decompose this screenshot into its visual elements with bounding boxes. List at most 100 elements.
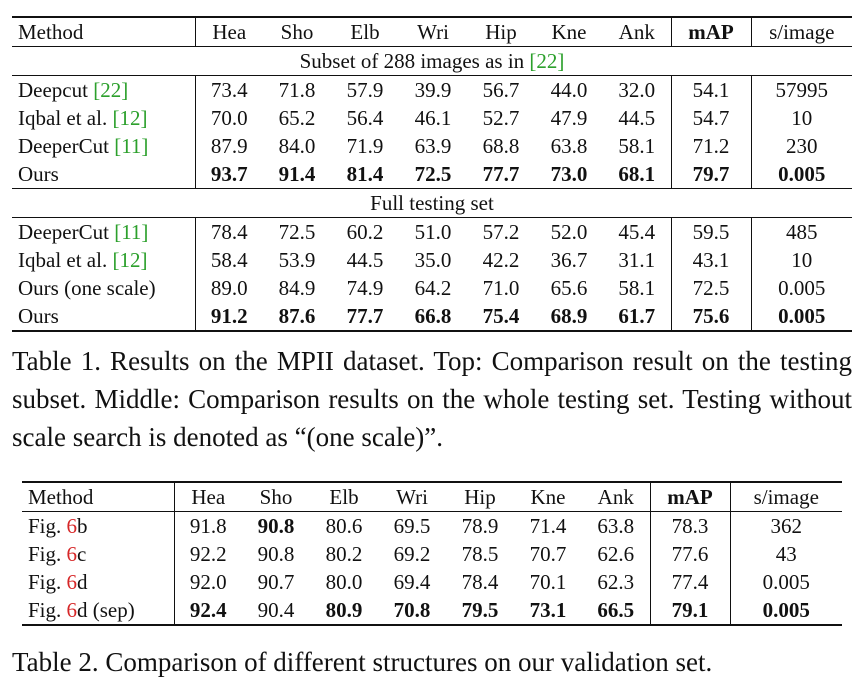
value-cell: 36.7 bbox=[550, 248, 588, 272]
figure-link[interactable]: 6 bbox=[66, 598, 78, 622]
value-cell: 56.7 bbox=[482, 78, 520, 102]
method-name: Iqbal et al. bbox=[18, 106, 108, 130]
value-cell: 54.7 bbox=[671, 104, 752, 132]
figure-link[interactable]: 6 bbox=[66, 570, 78, 594]
table-row: Iqbal et al. [12] 70.0 65.2 56.4 46.1 52.7 47.… bbox=[12, 104, 852, 132]
value-cell: 230 bbox=[786, 134, 818, 158]
value-cell: 77.6 bbox=[650, 540, 731, 568]
value-cell: 72.5 bbox=[671, 274, 752, 302]
value-cell: 93.7 bbox=[210, 162, 248, 186]
value-cell: 91.8 bbox=[189, 514, 227, 538]
value-cell: 52.7 bbox=[482, 106, 520, 130]
value-cell: 58.1 bbox=[603, 274, 672, 302]
value-cell: 10 bbox=[791, 106, 813, 130]
section-title-text: Subset of 288 images as in bbox=[299, 49, 525, 73]
results-table-mpii: Method Hea Sho Elb Wri Hip Kne Ank mAP s… bbox=[12, 16, 852, 332]
value-cell: 75.4 bbox=[482, 304, 520, 328]
value-cell: 84.0 bbox=[278, 134, 316, 158]
value-cell: 59.5 bbox=[671, 217, 752, 246]
citation-link[interactable]: [11] bbox=[114, 220, 149, 244]
value-cell: 80.9 bbox=[325, 598, 363, 622]
table-row: Fig. 6b 91.8 90.8 80.6 69.5 78.9 71.4 63.8 78.3 3… bbox=[22, 511, 842, 540]
value-cell: 78.5 bbox=[461, 542, 499, 566]
value-cell: 61.7 bbox=[603, 302, 672, 331]
value-cell: 90.4 bbox=[257, 598, 295, 622]
table-row: DeeperCut [11] 78.4 72.5 60.2 51.0 57.2 52.0 45… bbox=[12, 217, 852, 246]
value-cell: 73.1 bbox=[529, 598, 567, 622]
method-name: Ours bbox=[18, 162, 59, 186]
value-cell: 71.8 bbox=[278, 78, 316, 102]
header-sho: Sho bbox=[259, 485, 293, 509]
fig-prefix: Fig. bbox=[28, 514, 67, 538]
table-row: Fig. 6d 92.0 90.7 80.0 69.4 78.4 70.1 62.3 77.4 0… bbox=[22, 568, 842, 596]
method-name: DeeperCut bbox=[18, 134, 109, 158]
header-wri: Wri bbox=[396, 485, 428, 509]
value-cell: 77.7 bbox=[482, 162, 520, 186]
value-cell: 81.4 bbox=[346, 162, 384, 186]
citation-link[interactable]: [12] bbox=[112, 248, 148, 272]
figure-link[interactable]: 6 bbox=[66, 514, 78, 538]
value-cell: 79.5 bbox=[461, 598, 499, 622]
table-header-row: Method Hea Sho Elb Wri Hip Kne Ank mAP s… bbox=[22, 482, 842, 512]
value-cell: 0.005 bbox=[778, 162, 826, 186]
table-header-row: Method Hea Sho Elb Wri Hip Kne Ank mAP s… bbox=[12, 17, 852, 47]
value-cell: 90.8 bbox=[257, 542, 295, 566]
value-cell: 0.005 bbox=[762, 598, 810, 622]
section-title-full: Full testing set bbox=[12, 188, 852, 218]
table2-caption: Table 2. Comparison of different structu… bbox=[12, 647, 713, 677]
header-map: mAP bbox=[671, 17, 752, 47]
value-cell: 69.2 bbox=[393, 542, 431, 566]
value-cell: 44.0 bbox=[550, 78, 588, 102]
value-cell: 44.5 bbox=[603, 104, 672, 132]
section-subset-rows: Deepcut [22] 73.4 71.8 57.9 39.9 56.7 44.0 32.0… bbox=[12, 75, 852, 189]
table-row: Deepcut [22] 73.4 71.8 57.9 39.9 56.7 44.0 32.0… bbox=[12, 75, 852, 104]
method-cell: DeeperCut [11] bbox=[12, 217, 196, 246]
fig-prefix: Fig. bbox=[28, 570, 67, 594]
value-cell: 31.1 bbox=[603, 246, 672, 274]
value-cell: 68.1 bbox=[603, 160, 672, 189]
value-cell: 79.7 bbox=[671, 160, 752, 189]
citation-link[interactable]: [22] bbox=[529, 49, 565, 73]
method-cell: Iqbal et al. [12] bbox=[12, 246, 196, 274]
value-cell: 71.4 bbox=[529, 514, 567, 538]
value-cell: 78.9 bbox=[461, 514, 499, 538]
value-cell: 73.0 bbox=[550, 162, 588, 186]
structures-comparison-table: Method Hea Sho Elb Wri Hip Kne Ank mAP s… bbox=[22, 481, 842, 626]
citation-link[interactable]: [12] bbox=[112, 106, 148, 130]
value-cell: 0.005 bbox=[762, 570, 810, 594]
value-cell: 87.9 bbox=[210, 134, 248, 158]
value-cell: 92.0 bbox=[189, 570, 227, 594]
citation-link[interactable]: [22] bbox=[93, 78, 129, 102]
header-hea: Hea bbox=[212, 20, 247, 44]
citation-link[interactable]: [11] bbox=[114, 134, 149, 158]
fig-prefix: Fig. bbox=[28, 598, 67, 622]
value-cell: 64.2 bbox=[414, 276, 452, 300]
table-row: Ours (one scale) 89.0 84.9 74.9 64.2 71.0 65.6… bbox=[12, 274, 852, 302]
header-s-image: s/image bbox=[769, 20, 835, 44]
value-cell: 65.6 bbox=[550, 276, 588, 300]
header-kne: Kne bbox=[530, 485, 566, 509]
value-cell: 70.7 bbox=[529, 542, 567, 566]
value-cell: 69.5 bbox=[393, 514, 431, 538]
value-cell: 62.3 bbox=[582, 568, 651, 596]
value-cell: 69.4 bbox=[393, 570, 431, 594]
header-kne: Kne bbox=[551, 20, 587, 44]
table-row: Ours 91.2 87.6 77.7 66.8 75.4 68.9 61.7 75.6 0.00… bbox=[12, 302, 852, 331]
value-cell: 56.4 bbox=[346, 106, 384, 130]
value-cell: 74.9 bbox=[346, 276, 384, 300]
value-cell: 87.6 bbox=[278, 304, 316, 328]
value-cell: 92.4 bbox=[189, 598, 227, 622]
value-cell: 71.2 bbox=[671, 132, 752, 160]
figure-link[interactable]: 6 bbox=[66, 542, 78, 566]
value-cell: 362 bbox=[770, 514, 803, 538]
method-name: Ours bbox=[18, 304, 59, 328]
value-cell: 60.2 bbox=[346, 220, 384, 244]
value-cell: 10 bbox=[791, 248, 813, 272]
method-cell: Ours (one scale) bbox=[12, 274, 196, 302]
value-cell: 77.7 bbox=[346, 304, 384, 328]
header-hip: Hip bbox=[464, 485, 496, 509]
value-cell: 42.2 bbox=[482, 248, 520, 272]
value-cell: 78.4 bbox=[461, 570, 499, 594]
value-cell: 57.2 bbox=[482, 220, 520, 244]
header-sho: Sho bbox=[280, 20, 314, 44]
